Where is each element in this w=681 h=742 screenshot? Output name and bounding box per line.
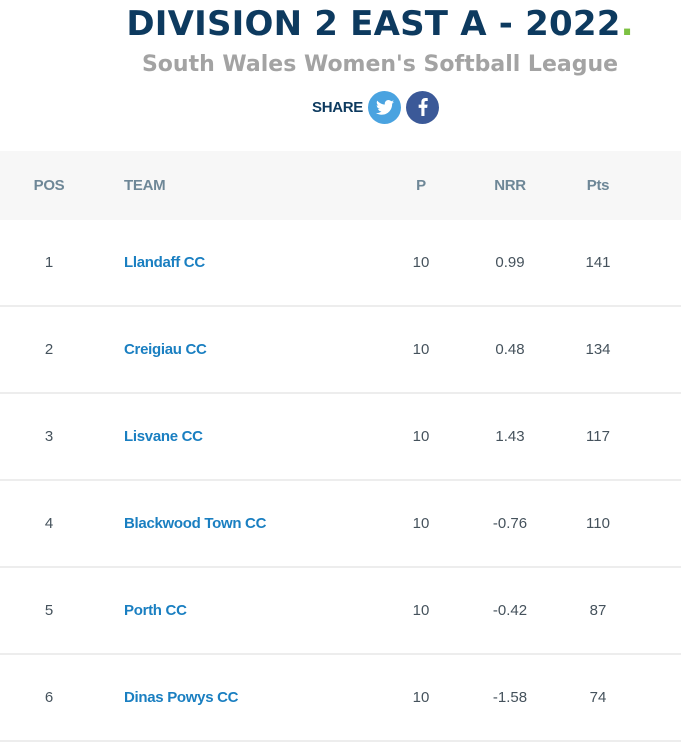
page-title: DIVISION 2 EAST A - 2022. [0, 2, 681, 46]
points-cell: 117 [586, 428, 610, 445]
column-header-pos[interactable]: POS [33, 177, 65, 194]
played-cell: 10 [412, 428, 430, 445]
team-link[interactable]: Lisvane CC [124, 428, 203, 445]
column-header-nrr[interactable]: NRR [494, 177, 526, 194]
nrr-cell: -0.76 [492, 515, 528, 532]
column-header-played[interactable]: P [416, 177, 426, 194]
nrr-cell: 0.48 [495, 341, 525, 358]
table-row: 6 Dinas Powys CC 10 -1.58 74 [0, 655, 681, 742]
page-title-text: DIVISION 2 EAST A - 2022 [126, 4, 621, 44]
twitter-icon [375, 99, 394, 115]
column-header-team[interactable]: TEAM [124, 177, 166, 194]
nrr-cell: 0.99 [495, 254, 525, 271]
table-row: 2 Creigiau CC 10 0.48 134 [0, 307, 681, 394]
team-link[interactable]: Porth CC [124, 602, 187, 619]
league-subtitle: South Wales Women's Softball League [141, 52, 619, 77]
points-cell: 141 [585, 254, 611, 271]
position-cell: 3 [44, 428, 54, 445]
played-cell: 10 [412, 254, 430, 271]
points-cell: 134 [585, 341, 611, 358]
points-cell: 110 [586, 515, 610, 532]
nrr-cell: -0.42 [492, 602, 528, 619]
table-row: 5 Porth CC 10 -0.42 87 [0, 568, 681, 655]
played-cell: 10 [412, 689, 430, 706]
table-row: 4 Blackwood Town CC 10 -0.76 110 [0, 481, 681, 568]
twitter-share-button[interactable] [368, 90, 402, 124]
team-link[interactable]: Dinas Powys CC [124, 689, 239, 706]
nrr-cell: -1.58 [492, 689, 528, 706]
played-cell: 10 [412, 341, 430, 358]
team-link[interactable]: Llandaff CC [124, 254, 205, 271]
position-cell: 4 [44, 515, 54, 532]
table-row: 1 Llandaff CC 10 0.99 141 [0, 220, 681, 307]
standings-table: POS TEAM P NRR Pts 1 Llandaff CC 10 0.99… [0, 151, 681, 742]
position-cell: 5 [44, 602, 54, 619]
table-row: 3 Lisvane CC 10 1.43 117 [0, 394, 681, 481]
share-bar: SHARE [312, 90, 444, 124]
points-cell: 74 [589, 689, 607, 706]
team-link[interactable]: Blackwood Town CC [124, 515, 267, 532]
facebook-icon [418, 98, 428, 116]
facebook-share-button[interactable] [406, 90, 440, 124]
table-header: POS TEAM P NRR Pts [0, 151, 681, 220]
nrr-cell: 1.43 [495, 428, 525, 445]
page-header: DIVISION 2 EAST A - 2022. South Wales Wo… [0, 0, 681, 150]
title-accent-dot: . [620, 4, 634, 44]
played-cell: 10 [412, 515, 430, 532]
played-cell: 10 [412, 602, 430, 619]
column-header-points[interactable]: Pts [586, 177, 610, 194]
position-cell: 6 [44, 689, 54, 706]
position-cell: 2 [44, 341, 54, 358]
team-link[interactable]: Creigiau CC [124, 341, 207, 358]
share-label: SHARE [312, 98, 364, 116]
points-cell: 87 [589, 602, 607, 619]
position-cell: 1 [44, 254, 54, 271]
